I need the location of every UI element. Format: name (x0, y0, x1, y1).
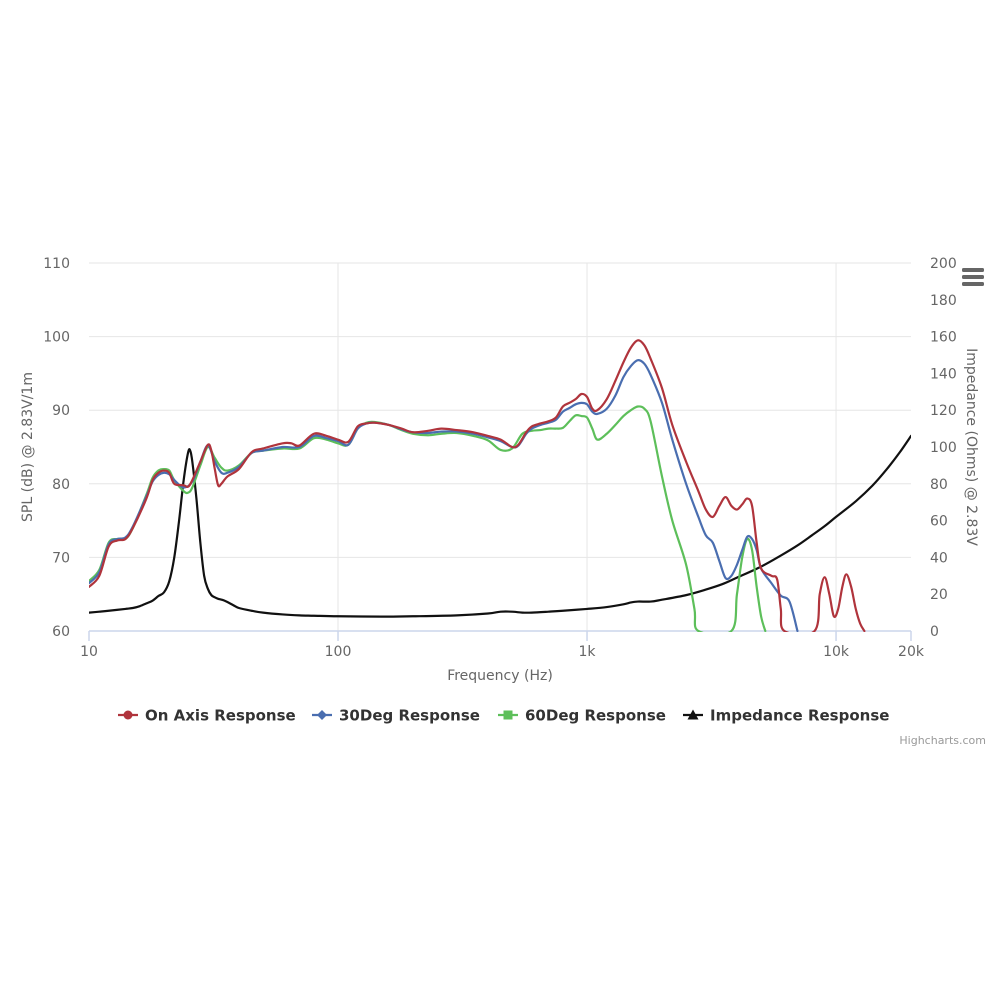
legend-circle-marker-icon (123, 710, 133, 720)
x-tick-label: 1k (579, 644, 597, 660)
y2-tick-label: 0 (930, 624, 939, 640)
legend-square-marker-icon (503, 710, 513, 720)
x-tick-label: 10 (80, 644, 98, 660)
x-tick-label: 10k (823, 644, 850, 660)
y-axis-right: 0 20 40 60 80 100 120 140 160 180 200 (930, 256, 957, 640)
x-tick-label: 100 (325, 644, 352, 660)
legend: On Axis Response 30Deg Response 60Deg Resp… (118, 707, 889, 725)
y2-tick-label: 20 (930, 587, 948, 603)
y2-tick-label: 60 (930, 514, 948, 530)
series-line-60deg-response (89, 405, 767, 632)
legend-item-60deg-response[interactable]: 60Deg Response (498, 707, 666, 725)
legend-diamond-marker-icon (317, 710, 327, 720)
y-tick-label: 70 (52, 550, 70, 566)
y-tick-label: 100 (43, 330, 70, 346)
y-tick-label: 60 (52, 624, 70, 640)
series-line-impedance-response (89, 434, 911, 618)
y2-tick-label: 80 (930, 477, 948, 493)
legend-label: On Axis Response (145, 707, 296, 725)
legend-item-30deg-response[interactable]: 30Deg Response (312, 707, 480, 725)
series-line-on-axis-response (89, 339, 866, 632)
legend-label: 30Deg Response (339, 707, 480, 725)
legend-item-on-axis-response[interactable]: On Axis Response (118, 707, 296, 725)
x-axis: 10 100 1k 10k 20k (80, 630, 925, 660)
credits-link[interactable]: Highcharts.com (899, 734, 986, 747)
series-lines (89, 339, 911, 632)
y-axis-title: SPL (dB) @ 2.83V/1m (20, 372, 36, 522)
y-tick-label: 110 (43, 256, 70, 272)
y2-tick-label: 200 (930, 256, 957, 272)
legend-item-impedance-response[interactable]: Impedance Response (683, 707, 889, 725)
x-axis-title: Frequency (Hz) (447, 668, 553, 684)
y-tick-label: 80 (52, 477, 70, 493)
legend-label: 60Deg Response (525, 707, 666, 725)
y2-tick-label: 180 (930, 293, 957, 309)
y2-tick-label: 40 (930, 550, 948, 566)
hamburger-menu-icon[interactable] (962, 268, 984, 286)
y2-tick-label: 120 (930, 403, 957, 419)
grid-lines (89, 262, 911, 632)
y-axis-left: 60 70 80 90 100 110 (43, 256, 70, 640)
y-tick-label: 90 (52, 403, 70, 419)
x-tick-label: 20k (898, 644, 925, 660)
y2-axis-title: Impedance (Ohms) @ 2.83V (963, 348, 979, 546)
legend-triangle-marker-icon (687, 709, 699, 720)
y2-tick-label: 160 (930, 330, 957, 346)
y2-tick-label: 140 (930, 366, 957, 382)
y2-tick-label: 100 (930, 440, 957, 456)
legend-label: Impedance Response (710, 707, 889, 725)
